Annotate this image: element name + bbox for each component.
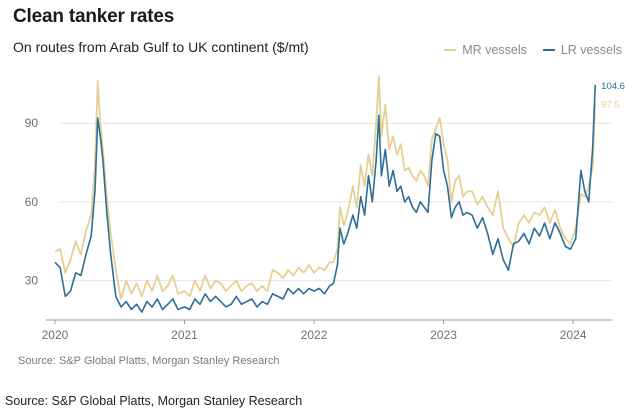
end-labels: 97.5 104.6 [601,81,625,111]
x-tick-label: 2024 [560,328,587,342]
chart-subtitle: On routes from Arab Gulf to UK continent… [13,39,309,55]
y-tick-label: 30 [25,274,39,288]
legend-label-lr: LR vessels [560,43,622,57]
x-tick-label: 2020 [42,328,69,342]
lr-vessels-line [54,84,596,313]
x-tick-label: 2022 [301,328,328,342]
mr-vessels-end-label: 97.5 [601,100,620,111]
legend-item-mr: MR vessels [444,43,527,57]
x-tick-label: 2023 [430,328,457,342]
chart-title: Clean tanker rates [13,6,175,27]
axes: 30 60 90 2020 2021 2022 2023 2024 [25,116,612,342]
y-tick-label: 90 [25,116,39,130]
chart-source-note: Source: S&P Global Platts, Morgan Stanle… [18,355,280,367]
mr-vessels-line [54,75,597,300]
series-lines [54,75,597,313]
source-caption: Source: S&P Global Platts, Morgan Stanle… [5,394,303,408]
y-tick-label: 60 [25,195,39,209]
legend-label-mr: MR vessels [462,43,527,57]
x-tick-label: 2021 [171,328,198,342]
legend-swatch-lr [542,49,555,51]
lr-vessels-end-label: 104.6 [601,81,625,92]
legend-item-lr: LR vessels [542,43,622,57]
legend-swatch-mr [444,49,457,51]
gridlines [60,122,612,282]
chart-legend: MR vessels LR vessels [444,43,622,57]
